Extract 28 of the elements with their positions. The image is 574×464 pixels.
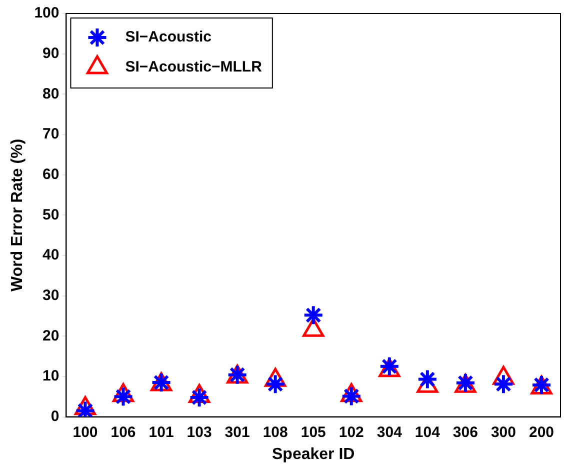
y-tick-label: 20 — [42, 327, 60, 344]
x-tick-label: 306 — [452, 424, 478, 441]
x-tick-label: 105 — [300, 424, 326, 441]
x-tick-label: 301 — [224, 424, 250, 441]
legend-label: SI−Acoustic — [125, 28, 212, 46]
y-tick-label: 90 — [42, 44, 60, 62]
x-tick-label: 101 — [148, 424, 174, 441]
y-tick-label: 50 — [42, 206, 60, 224]
x-tick-label: 104 — [414, 424, 441, 441]
y-tick-label: 0 — [50, 408, 60, 425]
x-tick-label: 304 — [376, 424, 403, 441]
y-tick-label: 70 — [42, 126, 60, 143]
x-tick-label: 200 — [528, 424, 554, 441]
y-tick-label: 40 — [42, 246, 60, 264]
y-tick-label: 80 — [42, 85, 60, 102]
x-tick-label: 103 — [186, 424, 212, 441]
y-tick-label: 100 — [34, 4, 60, 22]
x-tick-label: 108 — [262, 424, 288, 441]
x-tick-label: 106 — [110, 424, 136, 441]
x-tick-label: 102 — [338, 424, 364, 441]
x-axis-title: Speaker ID — [272, 446, 355, 463]
y-tick-label: 30 — [42, 286, 60, 304]
x-tick-label: 100 — [72, 424, 98, 441]
legend-label: SI−Acoustic−MLLR — [125, 58, 262, 76]
y-tick-label: 60 — [42, 166, 60, 183]
y-axis-title: Word Error Rate (%) — [9, 138, 26, 292]
x-tick-label: 300 — [490, 424, 516, 441]
y-tick-label: 10 — [42, 368, 60, 385]
